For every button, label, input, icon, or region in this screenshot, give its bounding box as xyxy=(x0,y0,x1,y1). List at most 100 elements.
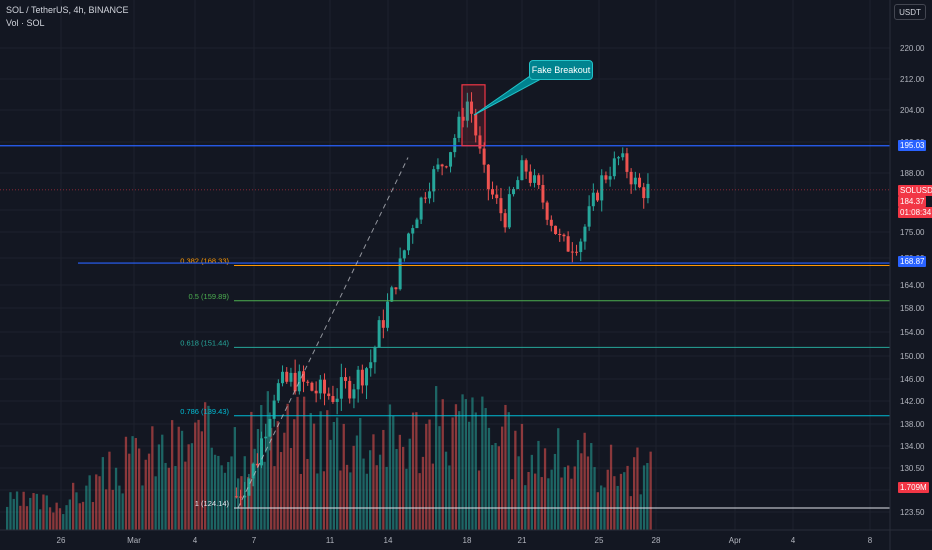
volume-bar xyxy=(91,502,95,530)
volume-bar xyxy=(398,434,401,530)
candle xyxy=(255,463,259,466)
volume-bar xyxy=(504,404,507,530)
volume-bar xyxy=(438,426,441,530)
candle xyxy=(356,369,360,390)
candle xyxy=(348,380,352,399)
symbol-title[interactable]: SOL / TetherUS, 4h, BINANCE xyxy=(6,5,129,15)
candle xyxy=(423,197,427,199)
volume-bar xyxy=(415,412,418,530)
volume-bar xyxy=(543,448,547,530)
volume-bar xyxy=(550,469,553,530)
volume-bar xyxy=(128,453,131,530)
time-tick-label: Apr xyxy=(729,536,742,545)
volume-bar xyxy=(306,458,309,530)
volume-bar xyxy=(425,423,428,530)
volume-bar xyxy=(590,443,593,530)
candle xyxy=(591,192,595,207)
candle xyxy=(440,164,444,167)
volume-bar xyxy=(283,432,286,530)
fib-level-label: 0.382 (168.33) xyxy=(180,257,229,266)
candle xyxy=(486,164,490,190)
candle xyxy=(352,389,356,399)
candle xyxy=(566,236,570,252)
volume-bar xyxy=(454,404,458,530)
candle xyxy=(381,320,385,328)
price-tick-label: 175.00 xyxy=(900,228,925,237)
price-tick-label: 212.00 xyxy=(900,75,925,84)
volume-bar xyxy=(316,473,319,530)
candle xyxy=(541,185,545,203)
candle xyxy=(407,233,411,251)
price-tick-label: 188.00 xyxy=(900,169,925,178)
candle xyxy=(272,400,276,419)
volume-bar xyxy=(217,455,220,530)
volume-bar xyxy=(312,423,316,530)
volume-bar xyxy=(237,478,240,530)
volume-bar xyxy=(609,444,613,530)
candle xyxy=(549,219,553,226)
time-tick-label: 25 xyxy=(595,536,604,545)
price-tick-label: 123.50 xyxy=(900,508,925,517)
volume-bar xyxy=(210,447,213,530)
volume-bar xyxy=(395,449,398,530)
volume-bar xyxy=(233,427,236,530)
volume-bar xyxy=(131,436,134,530)
volume-bar xyxy=(303,396,306,530)
candle xyxy=(499,198,503,214)
volume-bar xyxy=(421,456,425,530)
candle xyxy=(419,197,423,220)
time-tick-label: 4 xyxy=(193,536,198,545)
candle xyxy=(327,393,331,397)
volume-bar xyxy=(157,444,161,530)
candle xyxy=(516,180,520,190)
volume-bar xyxy=(629,496,632,530)
volume-bar xyxy=(378,454,382,530)
volume-bar xyxy=(494,443,497,530)
candle xyxy=(638,177,642,188)
volume-bar xyxy=(428,419,431,530)
volume-bar xyxy=(560,477,563,530)
candle xyxy=(642,187,646,199)
volume-bar xyxy=(223,472,227,530)
volume-bar xyxy=(372,434,375,530)
currency-button[interactable]: USDT xyxy=(894,4,926,20)
candle xyxy=(394,287,398,290)
volume-bar xyxy=(375,465,378,530)
volume-bar xyxy=(626,465,629,530)
volume-bar xyxy=(65,505,68,530)
volume-bar xyxy=(68,499,71,530)
candle xyxy=(251,463,255,479)
volume-bar xyxy=(75,492,78,530)
candle xyxy=(520,160,524,181)
volume-bar xyxy=(276,421,279,530)
fake-breakout-callout[interactable]: Fake Breakout xyxy=(529,60,593,80)
candle xyxy=(243,495,247,498)
candle xyxy=(264,436,268,439)
overlays: 0.382 (168.33) 0.5 (159.89) 0.618 (151.44)… xyxy=(0,73,890,509)
candle xyxy=(369,362,373,369)
volume-bar xyxy=(273,466,276,530)
candle xyxy=(415,219,419,229)
volume-bar xyxy=(623,472,626,530)
volume-bar xyxy=(309,413,312,530)
volume-bar xyxy=(167,467,170,530)
volume-bar xyxy=(141,485,144,530)
volume-indicator-label[interactable]: Vol · SOL xyxy=(6,18,45,28)
candle xyxy=(310,382,314,391)
volume-bar xyxy=(134,438,137,530)
volume-bar xyxy=(517,456,520,530)
candle xyxy=(495,194,499,199)
candle xyxy=(482,148,486,165)
candle xyxy=(621,153,625,158)
volume-bar xyxy=(246,477,250,530)
candle xyxy=(293,372,297,392)
volume-bar xyxy=(593,467,596,530)
volume-bar xyxy=(25,506,29,530)
support-price-tag: 168.87 xyxy=(898,256,927,267)
volume-bar xyxy=(342,423,345,530)
volume-bar xyxy=(35,493,38,530)
volume-bar xyxy=(352,445,355,530)
candle xyxy=(617,157,621,159)
price-tick-label: 150.00 xyxy=(900,352,925,361)
